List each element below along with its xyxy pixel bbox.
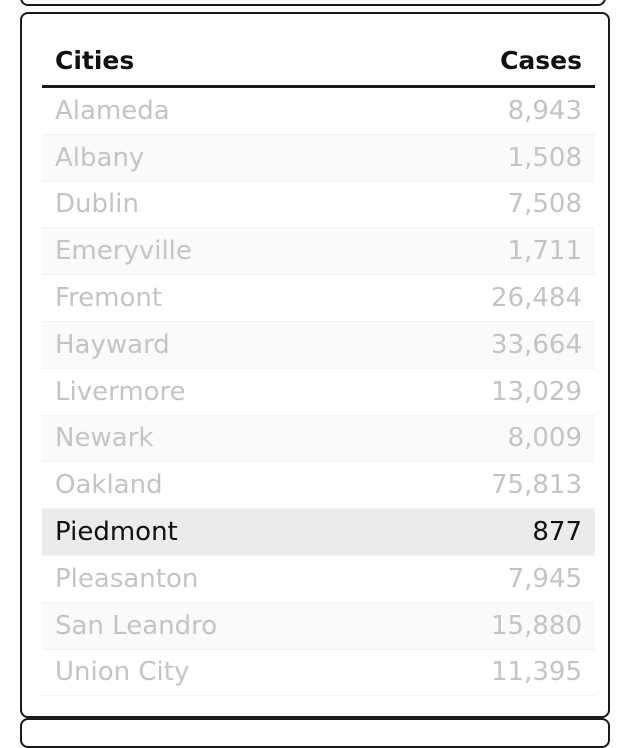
table-row[interactable]: Dublin 7,508 [42, 182, 595, 229]
cases-cell: 8,943 [507, 95, 582, 126]
city-cell: Emeryville [55, 236, 192, 267]
next-panel-frame [20, 718, 610, 748]
cases-cell: 26,484 [491, 283, 582, 314]
cases-cell: 8,009 [507, 423, 582, 454]
previous-panel-frame [20, 0, 606, 6]
table-row[interactable]: Fremont 26,484 [42, 275, 595, 322]
table-row[interactable]: Hayward 33,664 [42, 321, 595, 369]
cases-cell: 7,945 [507, 563, 582, 594]
table-body: Alameda 8,943 Albany 1,508 Dublin 7,508 Emeryv… [42, 88, 595, 697]
table-row[interactable]: Alameda 8,943 [42, 88, 595, 135]
cases-cell: 15,880 [491, 610, 582, 641]
cases-cell: 11,395 [491, 657, 582, 688]
cases-cell: 7,508 [507, 189, 582, 220]
table-row[interactable]: Newark 8,009 [42, 415, 595, 463]
city-cell: Oakland [55, 470, 163, 501]
city-cell: San Leandro [55, 610, 218, 641]
table-row[interactable]: Emeryville 1,711 [42, 228, 595, 276]
cases-cell: 33,664 [491, 329, 582, 360]
cases-table: Cities Cases Alameda 8,943 Albany 1,508 Dubl… [42, 36, 595, 697]
city-cell: Pleasanton [55, 563, 199, 594]
city-cell: Dublin [55, 189, 139, 220]
table-row[interactable]: Livermore 13,029 [42, 369, 595, 416]
cases-cell: 13,029 [491, 376, 582, 407]
cases-by-city-card: Cities Cases Alameda 8,943 Albany 1,508 Dubl… [20, 12, 610, 718]
cases-cell: 1,711 [507, 236, 582, 267]
table-row[interactable]: Union City 11,395 [42, 650, 595, 697]
cities-column-header[interactable]: Cities [55, 46, 135, 75]
table-row[interactable]: San Leandro 15,880 [42, 602, 595, 650]
city-cell: Alameda [55, 95, 170, 126]
city-cell: Fremont [55, 283, 163, 314]
city-cell: Hayward [55, 329, 170, 360]
city-cell: Piedmont [55, 517, 178, 548]
table-row[interactable]: Oakland 75,813 [42, 462, 595, 510]
city-cell: Union City [55, 657, 190, 688]
city-cell: Livermore [55, 376, 186, 407]
cases-column-header[interactable]: Cases [500, 46, 582, 75]
city-cell: Albany [55, 142, 145, 173]
table-row[interactable]: Albany 1,508 [42, 134, 595, 182]
cases-cell: 75,813 [491, 470, 582, 501]
cases-cell: 877 [532, 517, 582, 548]
table-header: Cities Cases [42, 36, 595, 88]
city-cell: Newark [55, 423, 154, 454]
table-row[interactable]: Piedmont 877 [42, 509, 595, 556]
table-row[interactable]: Pleasanton 7,945 [42, 556, 595, 603]
cases-cell: 1,508 [507, 142, 582, 173]
